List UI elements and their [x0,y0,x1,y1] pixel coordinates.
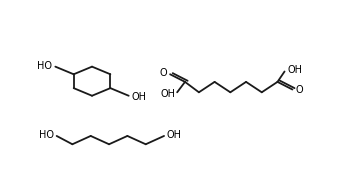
Text: OH: OH [132,92,147,102]
Text: O: O [295,86,303,95]
Text: O: O [159,68,167,78]
Text: HO: HO [37,61,52,71]
Text: OH: OH [166,130,182,140]
Text: OH: OH [288,65,303,75]
Text: OH: OH [160,89,175,99]
Text: HO: HO [39,130,54,140]
